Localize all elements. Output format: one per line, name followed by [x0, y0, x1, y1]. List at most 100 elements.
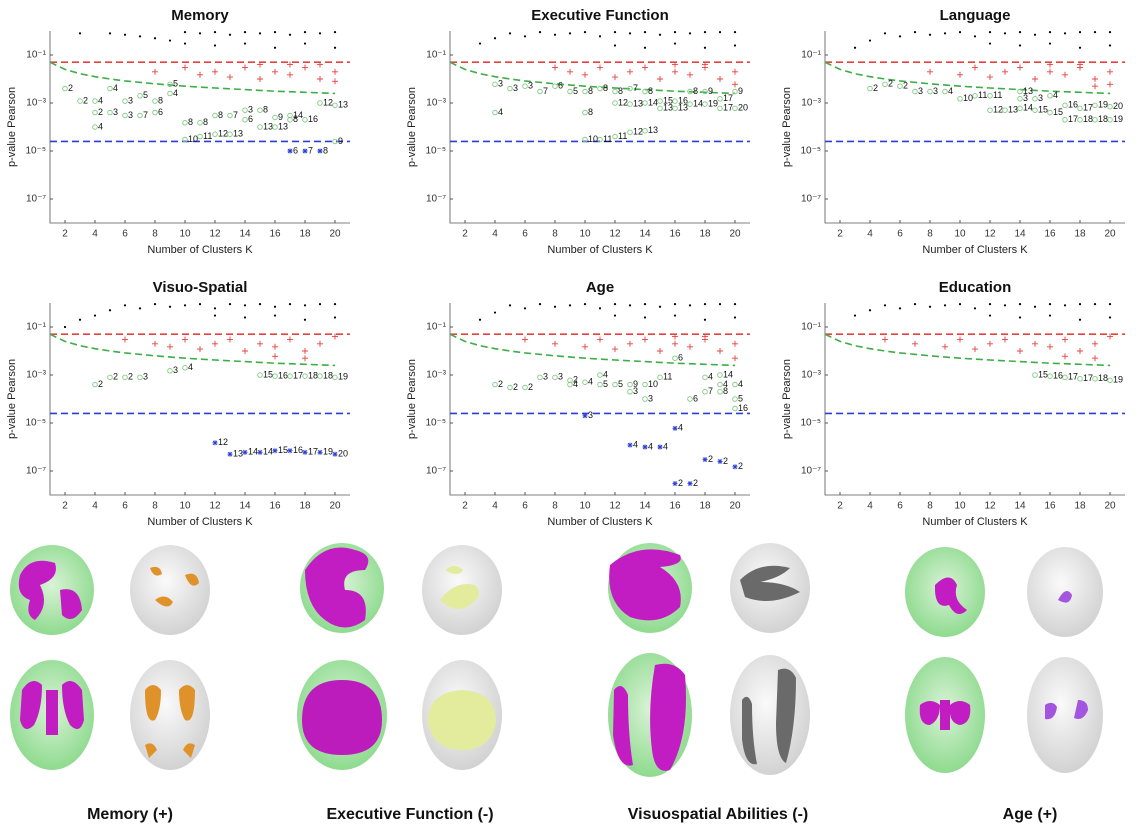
point-label: 19	[338, 372, 348, 382]
point-label: 14	[648, 97, 658, 107]
point-label: 7	[708, 386, 713, 396]
point-label: 13	[663, 103, 673, 113]
point	[689, 32, 691, 34]
point	[674, 314, 676, 316]
chart-title: Memory	[171, 7, 229, 24]
point	[899, 35, 901, 37]
x-tick-label: 18	[699, 229, 711, 240]
point-label: 3	[933, 86, 938, 96]
point	[959, 303, 961, 305]
point	[929, 34, 931, 36]
point-label: 13	[633, 98, 643, 108]
point-label: 2	[873, 83, 878, 93]
point-label: 12	[618, 97, 628, 107]
point	[899, 307, 901, 309]
y-tick-label: 10⁻⁷	[801, 194, 821, 205]
x-tick-label: 18	[1074, 501, 1086, 512]
point	[1109, 31, 1111, 33]
y-tick-label: 10⁻⁷	[426, 466, 446, 477]
point	[494, 37, 496, 39]
x-tick-label: 10	[579, 229, 591, 240]
x-tick-label: 2	[837, 229, 843, 240]
x-tick-label: 20	[1104, 501, 1116, 512]
point	[614, 314, 616, 316]
point	[288, 149, 293, 154]
point	[944, 32, 946, 34]
x-tick-label: 6	[522, 229, 528, 240]
point-label: 13	[1008, 105, 1018, 115]
x-tick-label: 4	[92, 501, 98, 512]
brain-shell	[1027, 657, 1103, 773]
point	[1004, 32, 1006, 34]
point	[199, 32, 201, 34]
point-label: 2	[98, 107, 103, 117]
point-label: 4	[648, 441, 653, 451]
point-label: 9	[738, 86, 743, 96]
point	[288, 448, 293, 453]
point-label: 11	[663, 372, 672, 382]
x-tick-label: 14	[239, 229, 251, 240]
point-label: 2	[68, 83, 73, 93]
y-tick-label: 10⁻¹	[801, 322, 821, 333]
point	[869, 309, 871, 311]
brain-caption: Age (+)	[1003, 806, 1058, 823]
plot-area	[825, 303, 1125, 495]
x-tick-label: 16	[1044, 501, 1056, 512]
point-label: 16	[738, 403, 748, 413]
point-label: 11	[978, 90, 987, 100]
x-tick-label: 16	[669, 229, 681, 240]
point	[644, 303, 646, 305]
point-label: 3	[498, 79, 503, 89]
point-label: 10	[963, 93, 973, 103]
point-label: 16	[278, 370, 288, 380]
y-axis-label: p-value Pearson	[781, 359, 793, 439]
point-label: 14	[1023, 103, 1033, 113]
point	[509, 32, 511, 34]
point-label: 4	[173, 88, 178, 98]
point-label: 4	[948, 86, 953, 96]
point-label: 10	[648, 379, 658, 389]
point-label: 4	[708, 372, 713, 382]
x-tick-label: 18	[299, 229, 311, 240]
y-tick-label: 10⁻³	[426, 370, 446, 381]
point	[1079, 303, 1081, 305]
point-label: 2	[888, 79, 893, 89]
x-tick-label: 12	[984, 501, 996, 512]
point	[79, 32, 81, 34]
brain-region	[428, 690, 496, 750]
point	[274, 31, 276, 33]
point	[688, 481, 693, 486]
point	[274, 47, 276, 49]
point-label: 13	[233, 129, 243, 139]
point-label: 11	[603, 134, 612, 144]
y-tick-label: 10⁻⁵	[425, 418, 446, 429]
point-label: 12	[218, 437, 228, 447]
y-axis-label: p-value Pearson	[781, 87, 793, 167]
x-tick-label: 6	[897, 229, 903, 240]
point-label: 3	[633, 386, 638, 396]
point	[989, 42, 991, 44]
point-label: 15	[1038, 105, 1048, 115]
y-tick-label: 10⁻⁷	[26, 466, 46, 477]
point-label: 6	[678, 353, 683, 363]
point	[539, 303, 541, 305]
chart-title: Age	[586, 279, 614, 296]
point-label: 2	[128, 372, 133, 382]
brain-caption: Executive Function (-)	[326, 806, 493, 823]
point	[229, 34, 231, 36]
point	[1064, 32, 1066, 34]
point-label: 16	[308, 114, 318, 124]
point-label: 15	[263, 369, 273, 379]
x-tick-label: 4	[492, 229, 498, 240]
y-tick-label: 10⁻¹	[426, 322, 446, 333]
point	[318, 149, 323, 154]
x-tick-label: 6	[522, 501, 528, 512]
point	[614, 31, 616, 33]
brain-shell	[130, 660, 210, 770]
point	[509, 304, 511, 306]
point-label: 7	[143, 110, 148, 120]
y-tick-label: 10⁻³	[801, 98, 821, 109]
point	[629, 304, 631, 306]
point	[304, 31, 306, 33]
brain-shell	[130, 545, 210, 635]
